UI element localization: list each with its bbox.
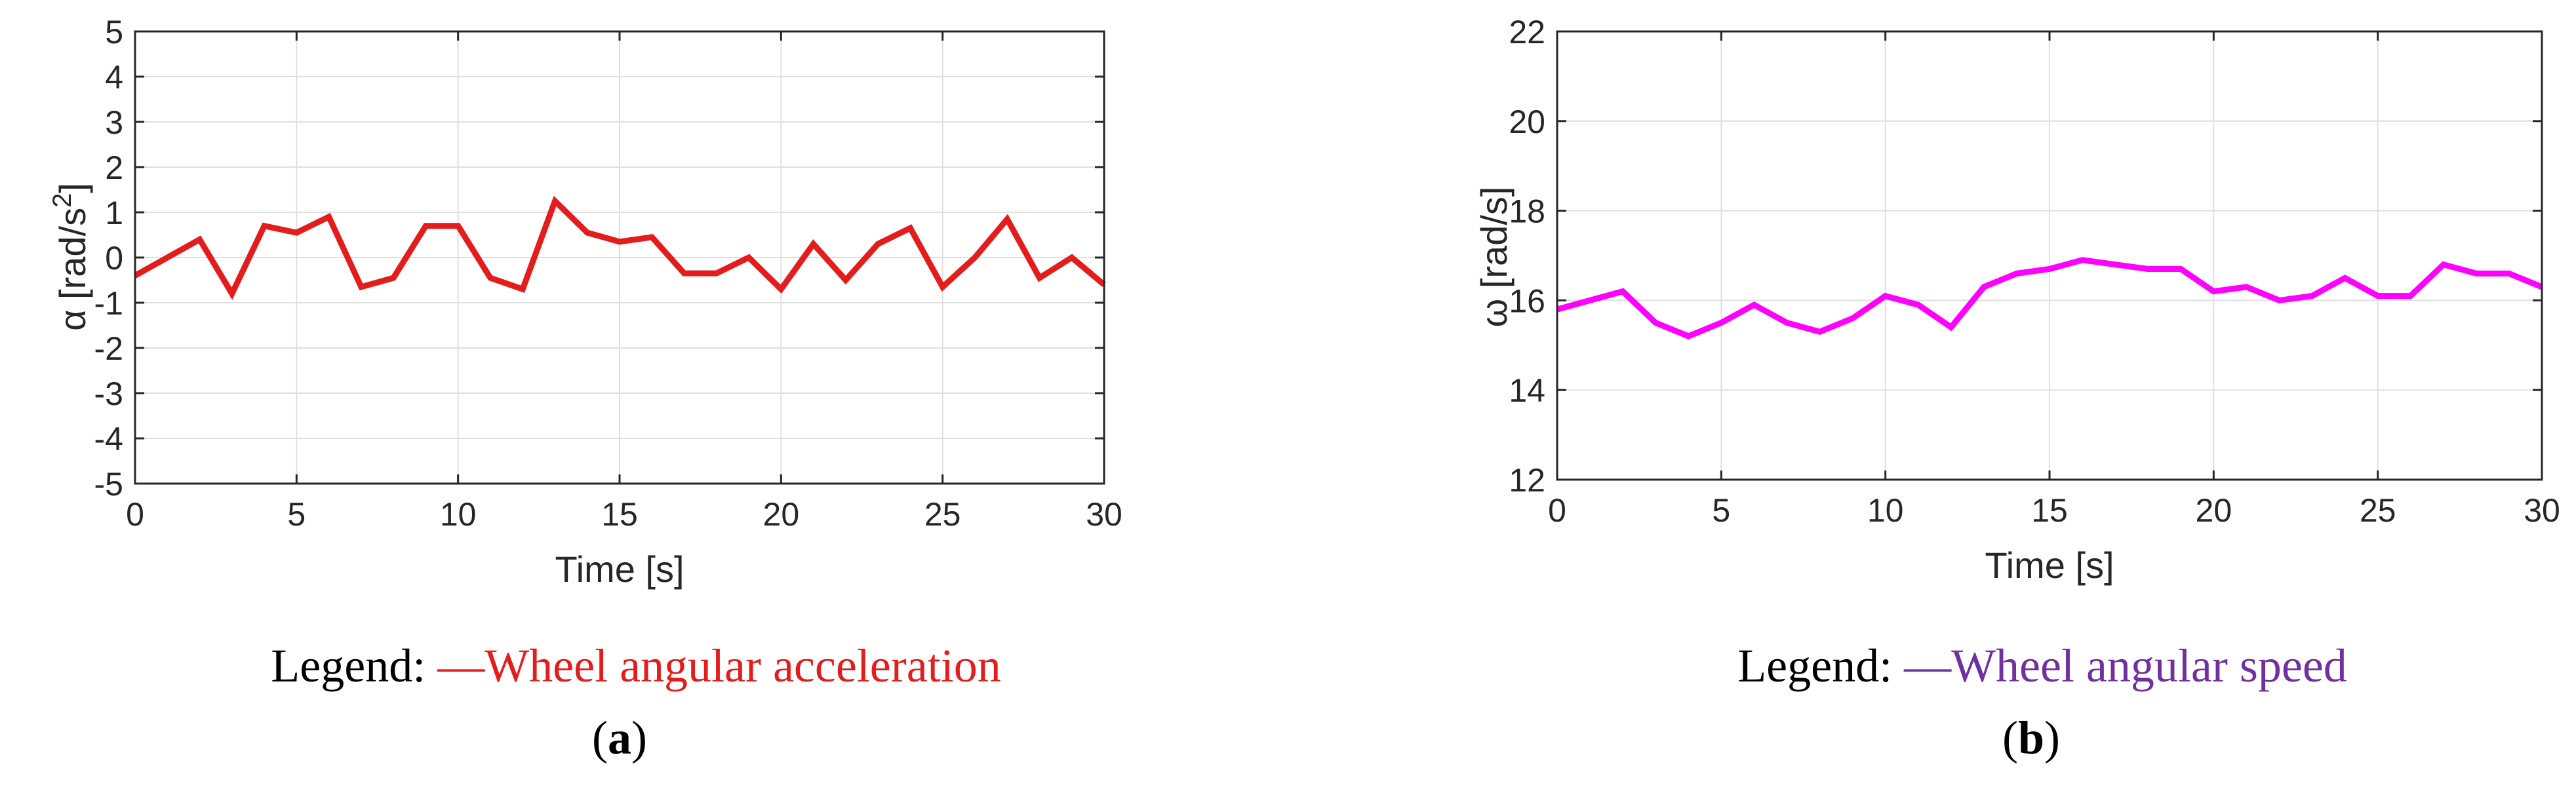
y-tick-label: -2 [94, 330, 123, 367]
panel-label-b-letter: b [2018, 712, 2044, 764]
y-tick-label: -1 [94, 285, 123, 322]
panel-label-b: (b) [2002, 712, 2060, 764]
chart-panel-a: 0 5 10 15 20 25 30 -5 -4 -3 -2 -1 0 1 2 3 4 5 Time [s] α [r… [48, 14, 1122, 590]
x-tick-label: 15 [2031, 492, 2068, 529]
y-tick-label: 0 [105, 240, 123, 277]
x-tick-label: 20 [2196, 492, 2232, 529]
x-tick-label: 10 [1867, 492, 1904, 529]
x-tick-label: 0 [1548, 492, 1566, 529]
y-tick-label: -4 [94, 421, 123, 457]
y-tick-label: 3 [105, 104, 123, 141]
y-tick-label: 14 [1509, 372, 1545, 409]
x-tick-label: 25 [2360, 492, 2396, 529]
legend-b-entry: —Wheel angular speed [1903, 640, 2347, 692]
y-tick-label: 12 [1509, 462, 1545, 499]
y-tick-label: 5 [105, 14, 123, 50]
y-tick-label: -3 [94, 375, 123, 412]
x-tick-label: 15 [601, 496, 638, 533]
panel-label-a: (a) [592, 712, 647, 764]
y-tick-label: 16 [1509, 282, 1545, 319]
x-tick-label: 30 [2524, 492, 2560, 529]
y-tick-label: 22 [1509, 14, 1545, 50]
panel-label-a-letter: a [608, 712, 631, 764]
legend-a: Legend: —Wheel angular acceleration [271, 640, 1001, 692]
x-axis-label: Time [s] [555, 548, 684, 590]
x-tick-label: 25 [924, 496, 961, 533]
x-tick-label: 20 [763, 496, 800, 533]
y-tick-label: -5 [94, 466, 123, 503]
legend-b: Legend: —Wheel angular speed [1737, 640, 2347, 692]
x-tick-label: 0 [126, 496, 144, 533]
y-axis-label: α [rad/s2] [48, 183, 93, 331]
y-tick-label: 2 [105, 149, 123, 186]
x-tick-label: 10 [440, 496, 477, 533]
x-tick-label: 5 [287, 496, 306, 533]
y-axis-label: ω [rad/s] [1473, 187, 1515, 328]
y-tick-label: 4 [105, 59, 123, 96]
x-tick-label: 30 [1086, 496, 1122, 533]
x-tick-label: 5 [1712, 492, 1730, 529]
y-tick-label: 18 [1509, 193, 1545, 230]
chart-panel-b: 0 5 10 15 20 25 30 12 14 16 18 20 22 Time [s] ω [rad/s… [1473, 14, 2560, 586]
x-axis-label: Time [s] [1985, 545, 2114, 586]
legend-a-entry: —Wheel angular acceleration [437, 640, 1001, 692]
y-tick-label: 20 [1509, 104, 1545, 140]
legend-b-prefix: Legend: [1737, 640, 1904, 692]
legend-a-prefix: Legend: [271, 640, 437, 692]
y-tick-label: 1 [105, 195, 123, 231]
